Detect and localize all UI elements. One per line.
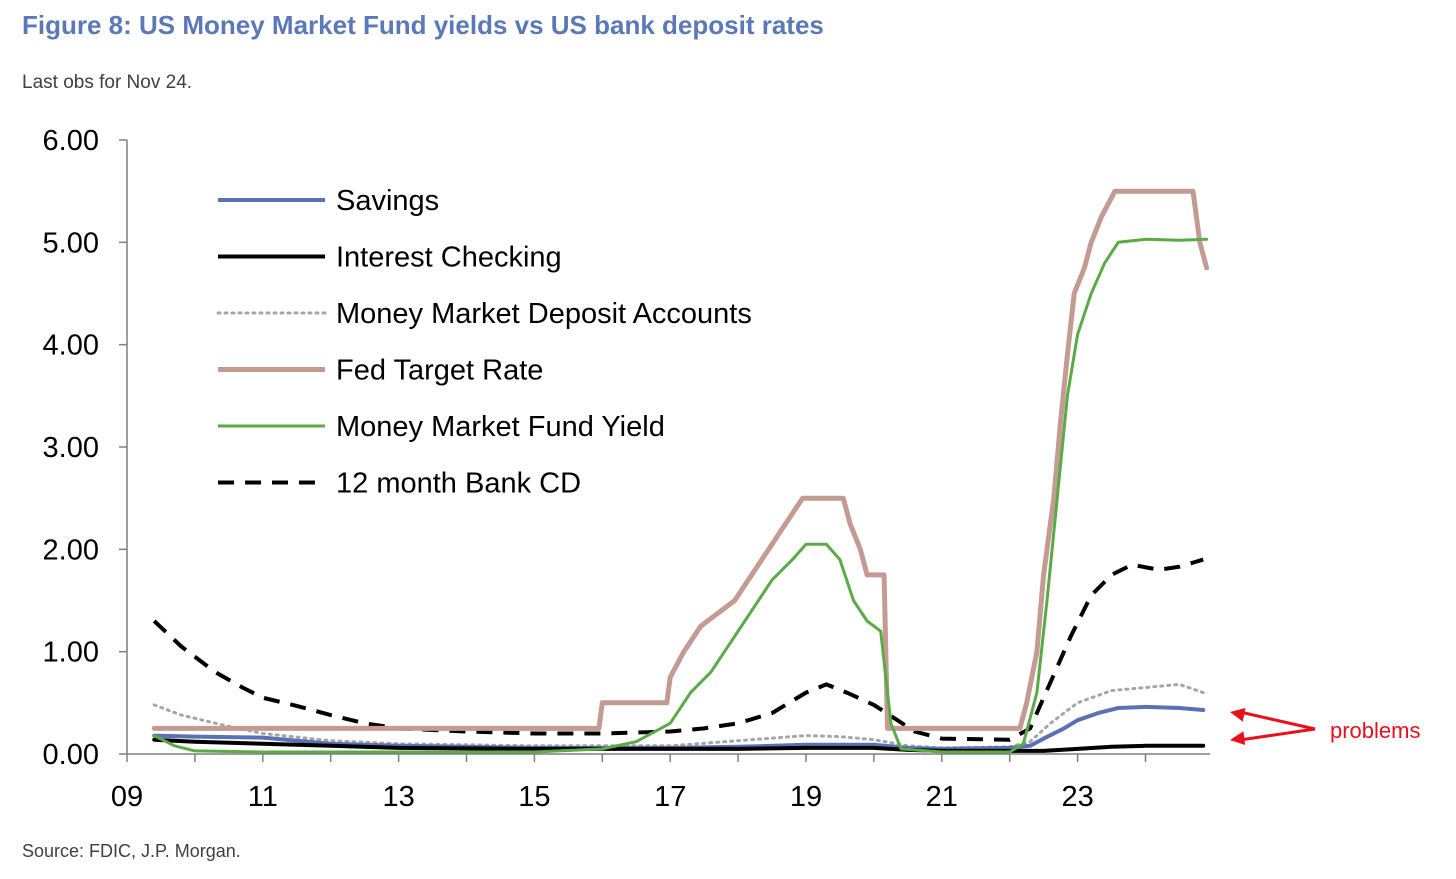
- x-tick-label: 17: [654, 781, 686, 813]
- y-tick-label: 0.00: [43, 739, 99, 771]
- line-chart: 0.00 1.00 2.00 3.00 4.00 5.00 6.00 09 11 13 15 17 19…: [43, 125, 1421, 813]
- problems-annotation: problems: [1230, 708, 1420, 746]
- chart-axes: 0.00 1.00 2.00 3.00 4.00 5.00 6.00 09 11 13 15 17 19…: [43, 125, 1210, 813]
- y-tick-label: 5.00: [43, 227, 99, 259]
- series-line-interest-checking: [152, 737, 1206, 753]
- x-tick-label: 19: [790, 781, 822, 813]
- x-tick-label: 23: [1061, 781, 1093, 813]
- legend-label: Fed Target Rate: [336, 355, 543, 387]
- annotation-label: problems: [1330, 718, 1420, 743]
- legend-label: 12 month Bank CD: [336, 468, 581, 500]
- y-tick-label: 6.00: [43, 125, 99, 157]
- x-tick-label: 13: [382, 781, 414, 813]
- legend-label: Money Market Fund Yield: [336, 411, 665, 443]
- chart-legend: Savings Interest Checking Money Market Dep…: [216, 185, 752, 500]
- legend-label: Interest Checking: [336, 242, 562, 274]
- y-tick-label: 1.00: [43, 637, 99, 669]
- annotation-arrow: [1239, 727, 1316, 742]
- x-tick-label: 09: [111, 781, 143, 813]
- series-layer: [151, 188, 1210, 754]
- legend-label: Money Market Deposit Accounts: [336, 298, 752, 330]
- chart-title: Figure 8: US Money Market Fund yields vs…: [22, 10, 824, 40]
- y-tick-label: 3.00: [43, 432, 99, 464]
- annotation-arrow: [1239, 710, 1316, 731]
- annotation-arrowhead: [1230, 731, 1246, 746]
- chart-subtitle: Last obs for Nov 24.: [22, 72, 193, 93]
- y-tick-label: 2.00: [43, 534, 99, 566]
- x-tick-label: 11: [248, 781, 278, 813]
- series-line-12-month-bank-cd: [152, 557, 1204, 742]
- chart-source: Source: FDIC, J.P. Morgan.: [22, 841, 241, 861]
- annotation-arrowhead: [1230, 708, 1246, 722]
- series-line-money-market-deposit-accounts: [152, 682, 1205, 750]
- y-tick-label: 4.00: [43, 330, 99, 362]
- x-tick-label: 21: [926, 781, 958, 813]
- series-line-money-market-fund-yield: [152, 237, 1209, 754]
- series-line-fed-target-rate: [151, 188, 1210, 731]
- x-tick-label: 15: [518, 781, 550, 813]
- legend-label: Savings: [336, 185, 439, 217]
